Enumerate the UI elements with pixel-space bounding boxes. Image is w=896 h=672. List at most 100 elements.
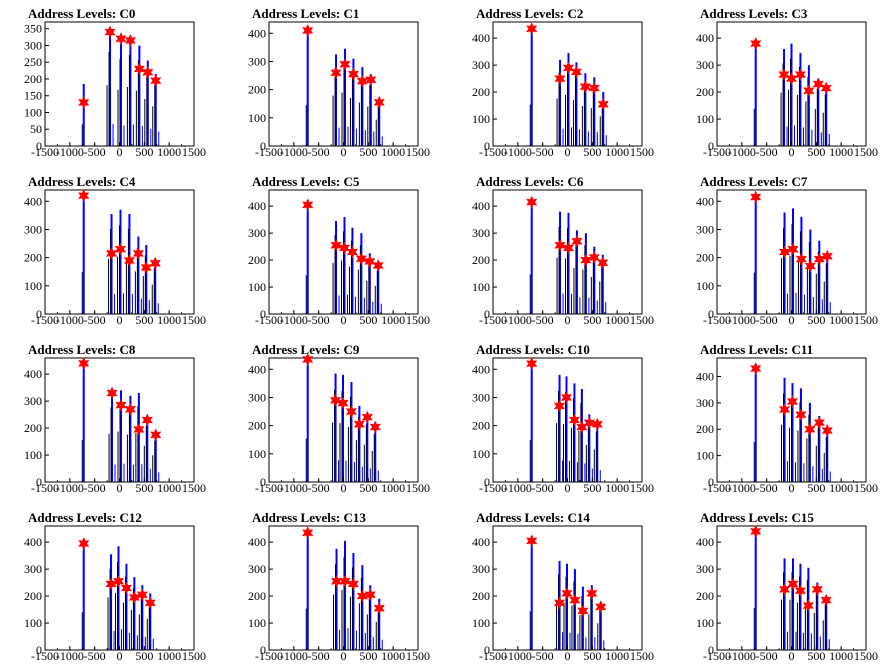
panel-c0: Address Levels: C0-1500-1000 -500 0 500 1000… <box>24 6 206 159</box>
x-tick-label: -500 <box>84 481 106 495</box>
x-tick-label: -1500 <box>703 481 731 495</box>
star-icon <box>112 574 125 588</box>
star-icon <box>115 398 127 412</box>
x-tick-label: -500 <box>308 649 330 663</box>
y-tick-label: 200 <box>24 72 42 86</box>
x-tick-label: 500 <box>135 145 153 159</box>
x-tick-label: -500 <box>532 481 554 495</box>
x-tick-label: 1500 <box>854 481 878 495</box>
y-tick-label: 300 <box>24 394 42 408</box>
star-icon <box>133 62 146 76</box>
panel-title: Address Levels: C0 <box>28 6 135 21</box>
star-icon <box>347 67 360 81</box>
panel-c9: Address Levels: C9-1500-1000 -500 0 500 1000… <box>248 342 430 495</box>
y-tick-label: 300 <box>248 562 266 576</box>
panel-title: Address Levels: C14 <box>476 510 590 525</box>
star-icon <box>820 81 832 95</box>
star-icon <box>364 254 376 269</box>
panel-c13: Address Levels: C13 -1500-1000 -500 0 500 100… <box>248 510 430 663</box>
star-icon <box>373 95 385 109</box>
y-tick-label: 0 <box>708 307 714 321</box>
star-icon <box>562 61 575 75</box>
x-tick-label: 500 <box>359 313 377 327</box>
x-tick-label: 500 <box>583 313 601 327</box>
star-icon <box>778 582 791 596</box>
star-icon <box>804 422 816 436</box>
x-tick-label: -500 <box>84 649 106 663</box>
y-tick-label: 200 <box>472 589 490 603</box>
star-icon <box>361 410 374 424</box>
y-tick-label: 400 <box>696 535 714 549</box>
y-tick-label: 400 <box>248 26 266 40</box>
y-tick-label: 100 <box>696 279 714 293</box>
x-tick-label: -1500 <box>703 649 731 663</box>
x-tick-label: 1000 <box>157 649 181 663</box>
star-icon <box>586 586 598 601</box>
y-tick-label: 100 <box>472 280 490 294</box>
star-icon <box>78 189 90 203</box>
star-icon <box>355 252 368 266</box>
y-tick-label: 100 <box>248 447 266 461</box>
x-tick-label: -1500 <box>255 481 283 495</box>
star-icon <box>149 256 161 270</box>
x-tick-label: 1500 <box>406 313 430 327</box>
x-tick-label: 1500 <box>630 313 654 327</box>
star-icon <box>785 71 798 86</box>
y-tick-label: 200 <box>24 421 42 435</box>
y-tick-label: 300 <box>248 390 266 404</box>
star-icon <box>329 393 342 407</box>
star-icon <box>526 195 538 209</box>
star-icon <box>597 97 609 111</box>
panel-title: Address Levels: C1 <box>252 6 359 21</box>
y-tick-label: 300 <box>472 390 490 404</box>
y-tick-label: 100 <box>696 449 714 463</box>
y-tick-label: 300 <box>696 562 714 576</box>
panel-title: Address Levels: C6 <box>476 174 584 189</box>
star-icon <box>579 80 592 94</box>
star-icon <box>561 586 573 601</box>
x-tick-label: -1500 <box>255 649 283 663</box>
y-tick-label: 400 <box>472 199 490 213</box>
y-tick-label: 200 <box>248 589 266 603</box>
x-tick-label: 500 <box>359 481 377 495</box>
x-tick-label: -1500 <box>479 481 507 495</box>
x-tick-label: 1500 <box>182 145 206 159</box>
x-tick-label: 500 <box>807 145 825 159</box>
x-tick-label: 1500 <box>406 649 430 663</box>
x-tick-label: -1000 <box>280 481 308 495</box>
y-tick-label: 100 <box>696 616 714 630</box>
star-icon <box>750 361 762 376</box>
star-icon <box>803 84 815 98</box>
x-tick-label: -1500 <box>479 145 507 159</box>
x-tick-label: 1000 <box>605 145 629 159</box>
star-icon <box>795 252 808 266</box>
x-tick-label: -1000 <box>280 145 308 159</box>
x-tick-label: -1000 <box>728 481 756 495</box>
x-tick-label: 1500 <box>630 481 654 495</box>
star-icon <box>778 402 791 417</box>
y-tick-label: 200 <box>472 85 490 99</box>
panel-title: Address Levels: C15 <box>700 510 814 525</box>
y-tick-label: 400 <box>24 194 42 208</box>
x-tick-label: -1500 <box>255 313 283 327</box>
x-tick-label: 500 <box>583 145 601 159</box>
y-tick-label: 400 <box>696 31 714 45</box>
panel-c4: Address Levels: C4-1500-1000 -500 0 500 1000… <box>24 174 206 327</box>
panel-title: Address Levels: C10 <box>476 342 590 357</box>
y-tick-label: 150 <box>24 89 42 103</box>
y-tick-label: 200 <box>472 419 490 433</box>
x-tick-label: -500 <box>532 145 554 159</box>
y-tick-label: 100 <box>248 111 266 125</box>
star-icon <box>812 77 825 91</box>
y-tick-label: 0 <box>260 475 266 489</box>
y-tick-label: 200 <box>248 83 266 97</box>
y-tick-label: 0 <box>484 307 490 321</box>
star-icon <box>787 577 799 591</box>
star-icon <box>302 352 314 367</box>
y-tick-label: 400 <box>696 194 714 208</box>
panel-c1: Address Levels: C1-1500-1000 -500 0 500 1000… <box>248 6 430 159</box>
star-icon <box>526 357 538 371</box>
x-tick-label: 1000 <box>829 145 853 159</box>
x-tick-label: 0 <box>565 145 571 159</box>
